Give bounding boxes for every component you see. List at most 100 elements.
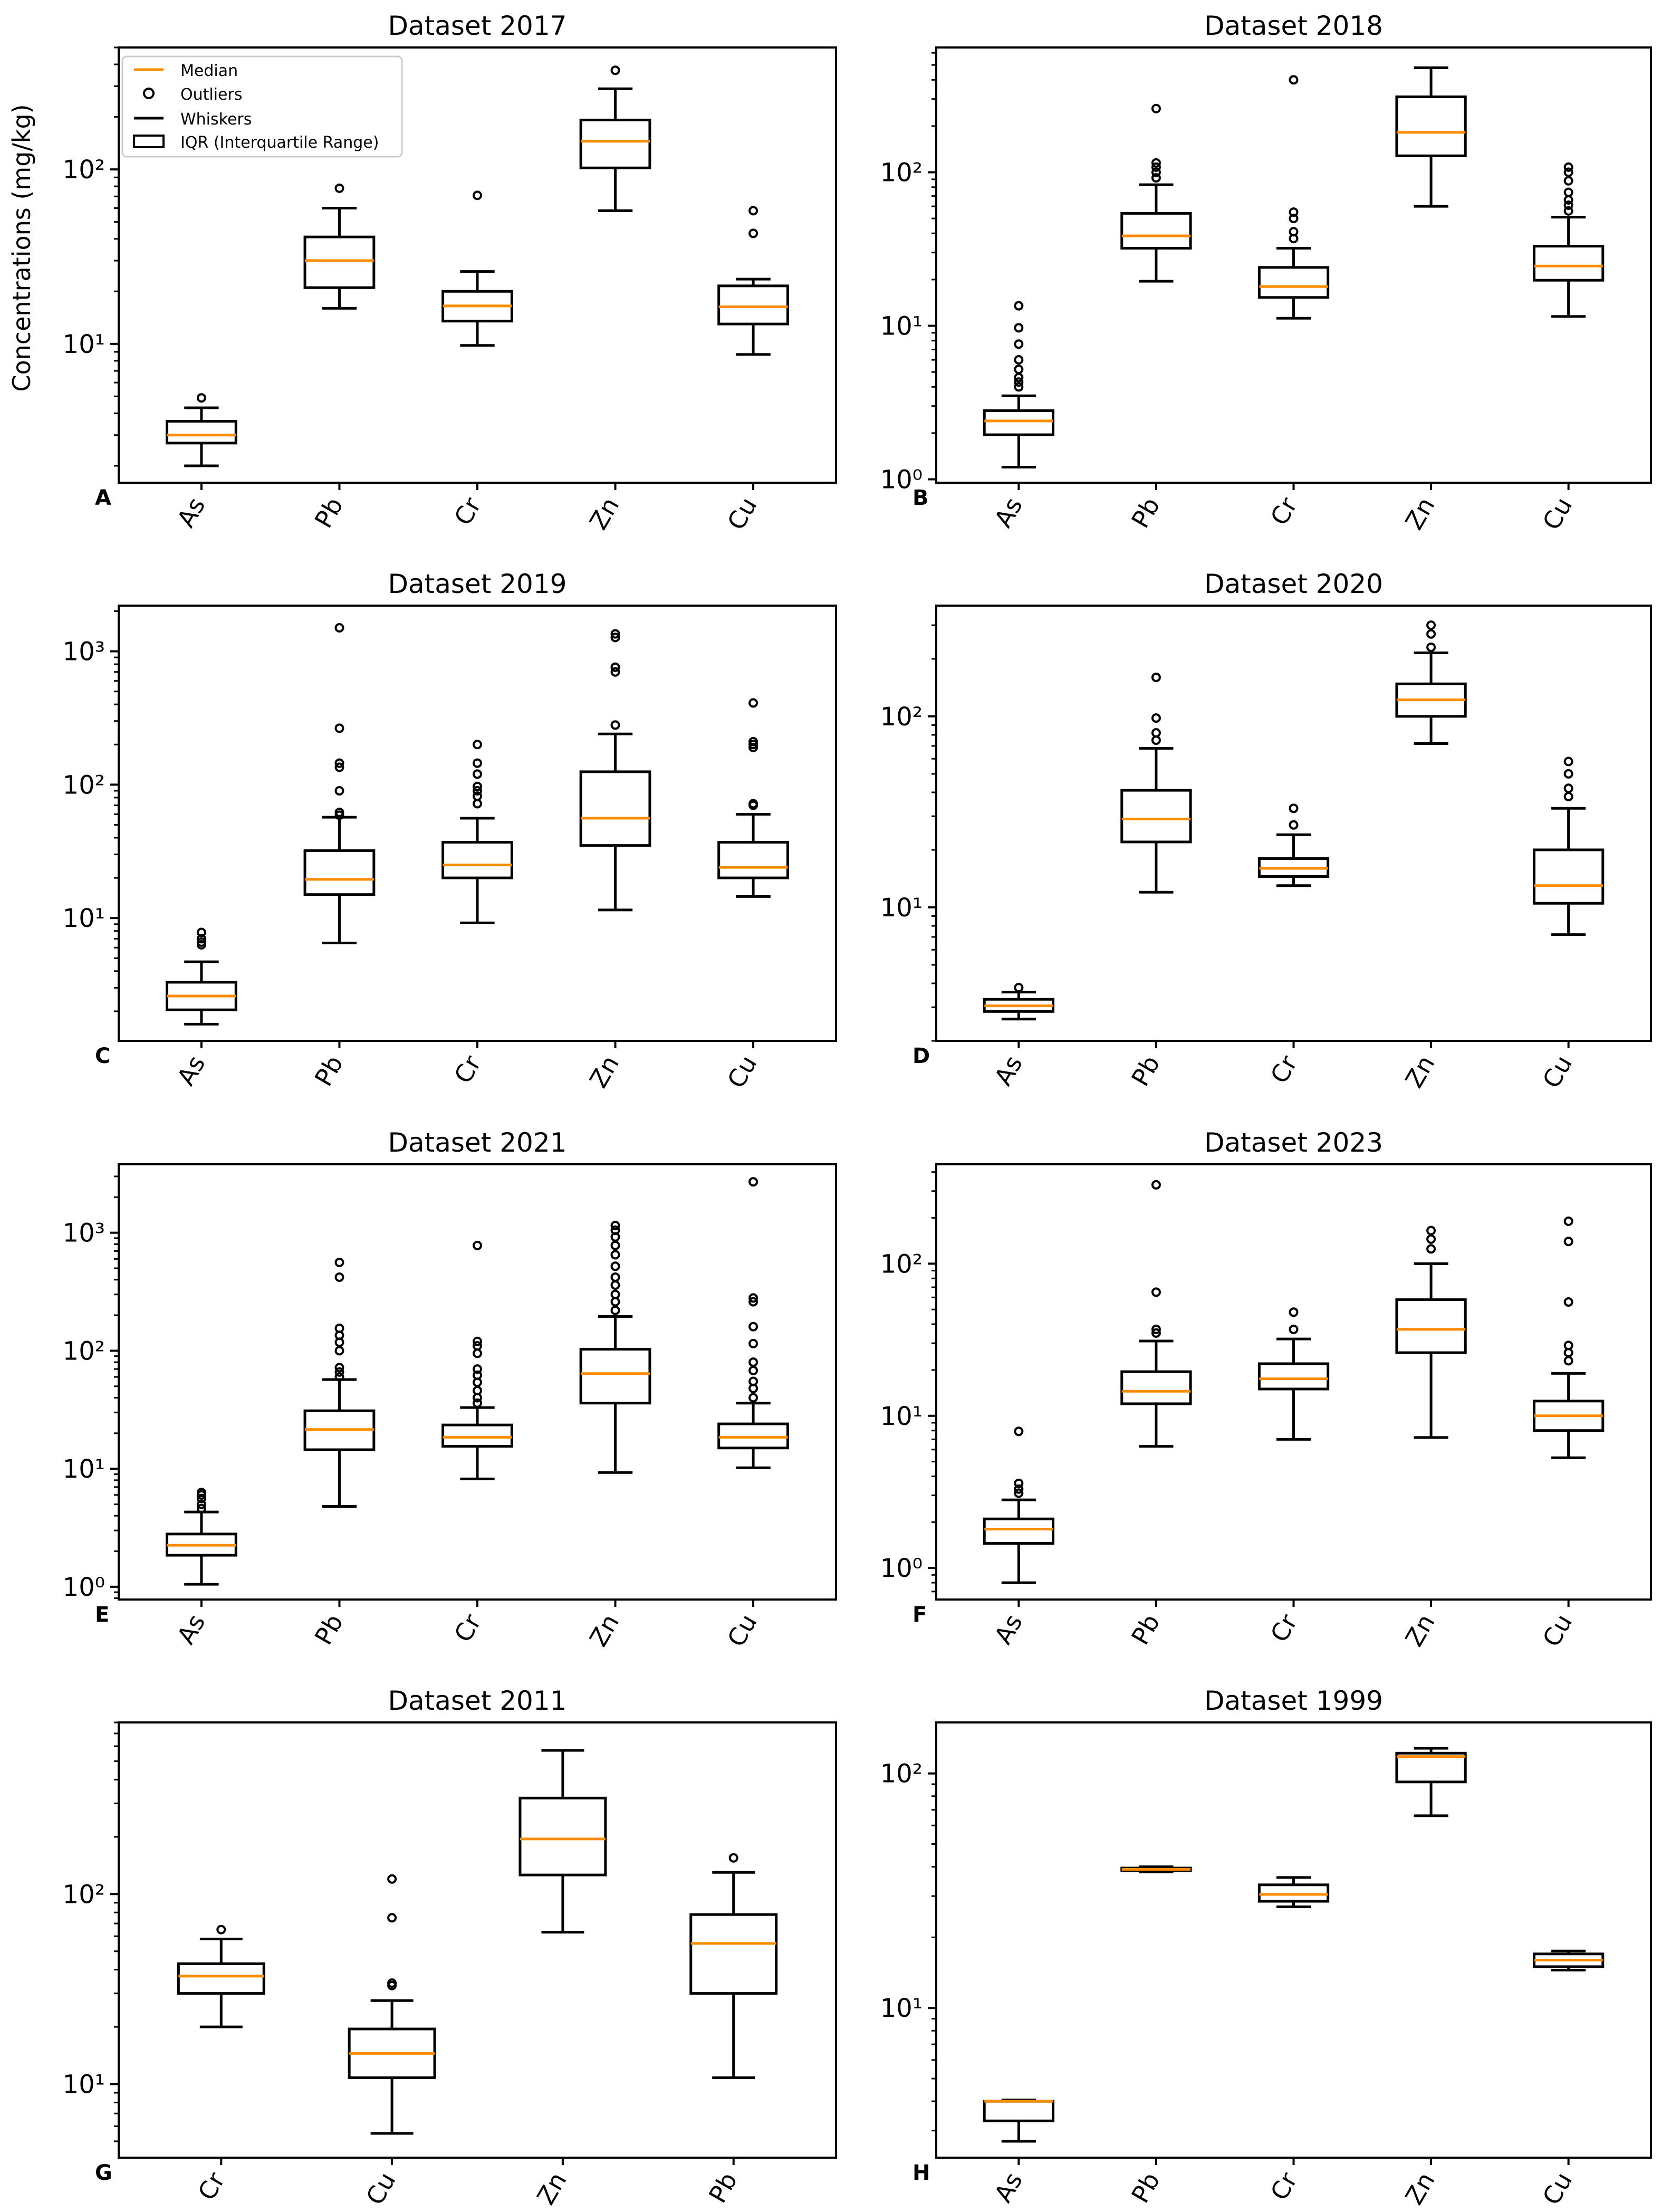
outlier-point [1289,803,1299,813]
outlier-point [610,1305,620,1315]
y-tick-label: 10⁰ [63,1573,105,1602]
x-tick-label: Zn [1400,2168,1440,2210]
chart-title: Dataset 2019 [388,569,567,599]
outlier-point [1151,728,1161,738]
box-cu: Cu [1533,1949,1605,2210]
outlier-point [196,1493,206,1504]
outlier-point [473,1348,482,1358]
y-tick-label: 10² [880,702,923,732]
plot-frame [118,1721,837,2159]
box-zn: Zn [579,1221,651,1651]
outlier-point [1563,783,1573,793]
outlier-point [1014,355,1024,365]
x-tick-label: Pb [1126,1610,1165,1650]
box-cu: Cu [348,1874,436,2210]
box-zn: Zn [1395,66,1467,534]
outlier-point [334,1323,344,1333]
outlier-point [473,1240,482,1250]
box-cr: Cr [1257,75,1330,530]
panel-letter: E [95,1603,109,1627]
y-tick-label: 10¹ [880,1994,923,2023]
box-as: As [166,927,237,1090]
outlier-point [196,393,206,403]
box-cu: Cu [717,206,789,535]
legend-outliers-label: Outliers [180,85,242,104]
outlier-point [387,1978,397,1988]
iqr-box [1395,95,1467,157]
x-tick-label: As [988,493,1027,532]
outlier-point [473,190,482,200]
outlier-point [1426,620,1436,630]
y-tick-label: 10² [63,1880,105,1909]
outlier-point [1014,1488,1024,1498]
outlier-point [196,937,206,947]
outlier-point [1014,301,1024,311]
box-pb: Pb [303,623,376,1091]
outlier-point [334,723,344,733]
outlier-point [473,1341,482,1351]
outlier-point [748,206,758,216]
outlier-point [610,1280,620,1290]
outlier-point [1014,1426,1024,1437]
outlier-point [1014,339,1024,349]
panel-letter: D [913,1044,930,1068]
outlier-point [610,1297,620,1307]
outlier-point [1289,75,1299,85]
iqr-box [689,1913,778,1995]
chart-panel-f: Dataset 2023 F 10⁰ 10¹ 10² As Pb Cr Zn Cu [880,1127,1652,1652]
box-pb: Pb [303,1258,376,1650]
outlier-point [334,807,344,817]
legend-iqr-label: IQR (Interquartile Range) [180,133,379,152]
outlier-point [473,781,482,791]
box-as: As [983,1426,1054,1649]
x-tick-label: Zn [531,2168,572,2210]
y-tick-label: 10³ [63,637,105,667]
iqr-box [177,1962,265,1995]
y-tick-label: 10¹ [63,330,105,359]
outlier-point [1151,673,1161,683]
outlier-point [1014,983,1024,993]
x-tick-label: Cr [193,2167,231,2205]
box-pb: Pb [1120,1180,1192,1650]
outlier-point [334,1367,344,1377]
outlier-point [196,927,206,937]
legend-median-label: Median [180,62,238,80]
outlier-point [473,799,482,809]
x-tick-label: Cu [1537,493,1578,535]
outlier-point [610,1289,620,1299]
outlier-point [196,1499,206,1509]
y-tick-label: 10¹ [63,1454,105,1484]
outlier-point [1151,167,1161,177]
y-tick-label: 10⁰ [880,1554,923,1583]
outlier-point [1563,1356,1573,1366]
iqr-box [1257,266,1330,299]
outlier-point [196,1488,206,1498]
chart-title: Dataset 2021 [388,1127,567,1158]
x-tick-label: Pb [1126,2168,1165,2208]
outlier-point [473,1398,482,1408]
iqr-box [1120,789,1192,844]
box-zn: Zn [1395,1747,1467,2210]
chart-panel-c: Dataset 2019 C 10¹ 10² 10³ As Pb Cr Zn Cu [63,569,837,1093]
outlier-point [216,1924,226,1935]
chart-title: Dataset 2023 [1204,1127,1383,1158]
iqr-box [1120,212,1192,250]
outlier-point [1151,1328,1161,1338]
box-pb: Pb [689,1853,778,2208]
outlier-point [334,623,344,633]
x-tick-label: Cu [722,1610,762,1652]
outlier-point [334,183,344,193]
iqr-box [983,1517,1054,1545]
outlier-point [387,1874,397,1884]
outlier-point [748,1177,758,1187]
outlier-point [610,720,620,730]
box-as: As [983,983,1054,1090]
outlier-point [610,667,620,677]
outlier-point [1289,227,1299,237]
outlier-point [610,65,620,75]
outlier-point [748,1365,758,1375]
iqr-box [1120,1370,1192,1405]
x-tick-label: Cr [1265,1609,1303,1646]
x-tick-label: As [988,1610,1027,1649]
